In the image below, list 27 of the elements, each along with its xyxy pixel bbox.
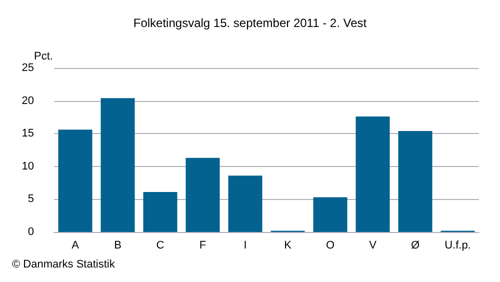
x-tick-label: A	[72, 240, 80, 252]
y-tick-label: 0	[28, 226, 34, 238]
chart-title: Folketingsvalg 15. september 2011 - 2. Vest	[133, 16, 368, 30]
y-tick-label: 15	[22, 128, 34, 140]
bar	[58, 130, 92, 232]
x-tick-label: C	[156, 240, 164, 252]
x-tick-label: K	[284, 240, 292, 252]
bar	[143, 192, 178, 232]
y-tick-label: 5	[28, 193, 34, 206]
y-tick-label: 25	[22, 62, 34, 74]
bar	[186, 158, 220, 232]
bar	[100, 98, 135, 232]
x-tick-label: V	[369, 240, 378, 252]
y-tick-label: 10	[22, 160, 34, 172]
y-axis-title: Pct.	[34, 50, 53, 62]
x-tick-label: U.f.p.	[444, 240, 471, 252]
bar	[228, 176, 262, 232]
x-tick-label: F	[199, 240, 206, 252]
bar	[313, 197, 348, 232]
x-tick-label: Ø	[410, 240, 420, 252]
bar	[356, 116, 390, 232]
x-tick-label: I	[244, 240, 247, 252]
y-tick-label: 20	[22, 94, 34, 107]
bar	[398, 130, 432, 232]
text: © Danmarks Statistik	[12, 258, 116, 270]
x-tick-label: B	[114, 240, 122, 252]
x-tick-label: O	[326, 240, 335, 252]
